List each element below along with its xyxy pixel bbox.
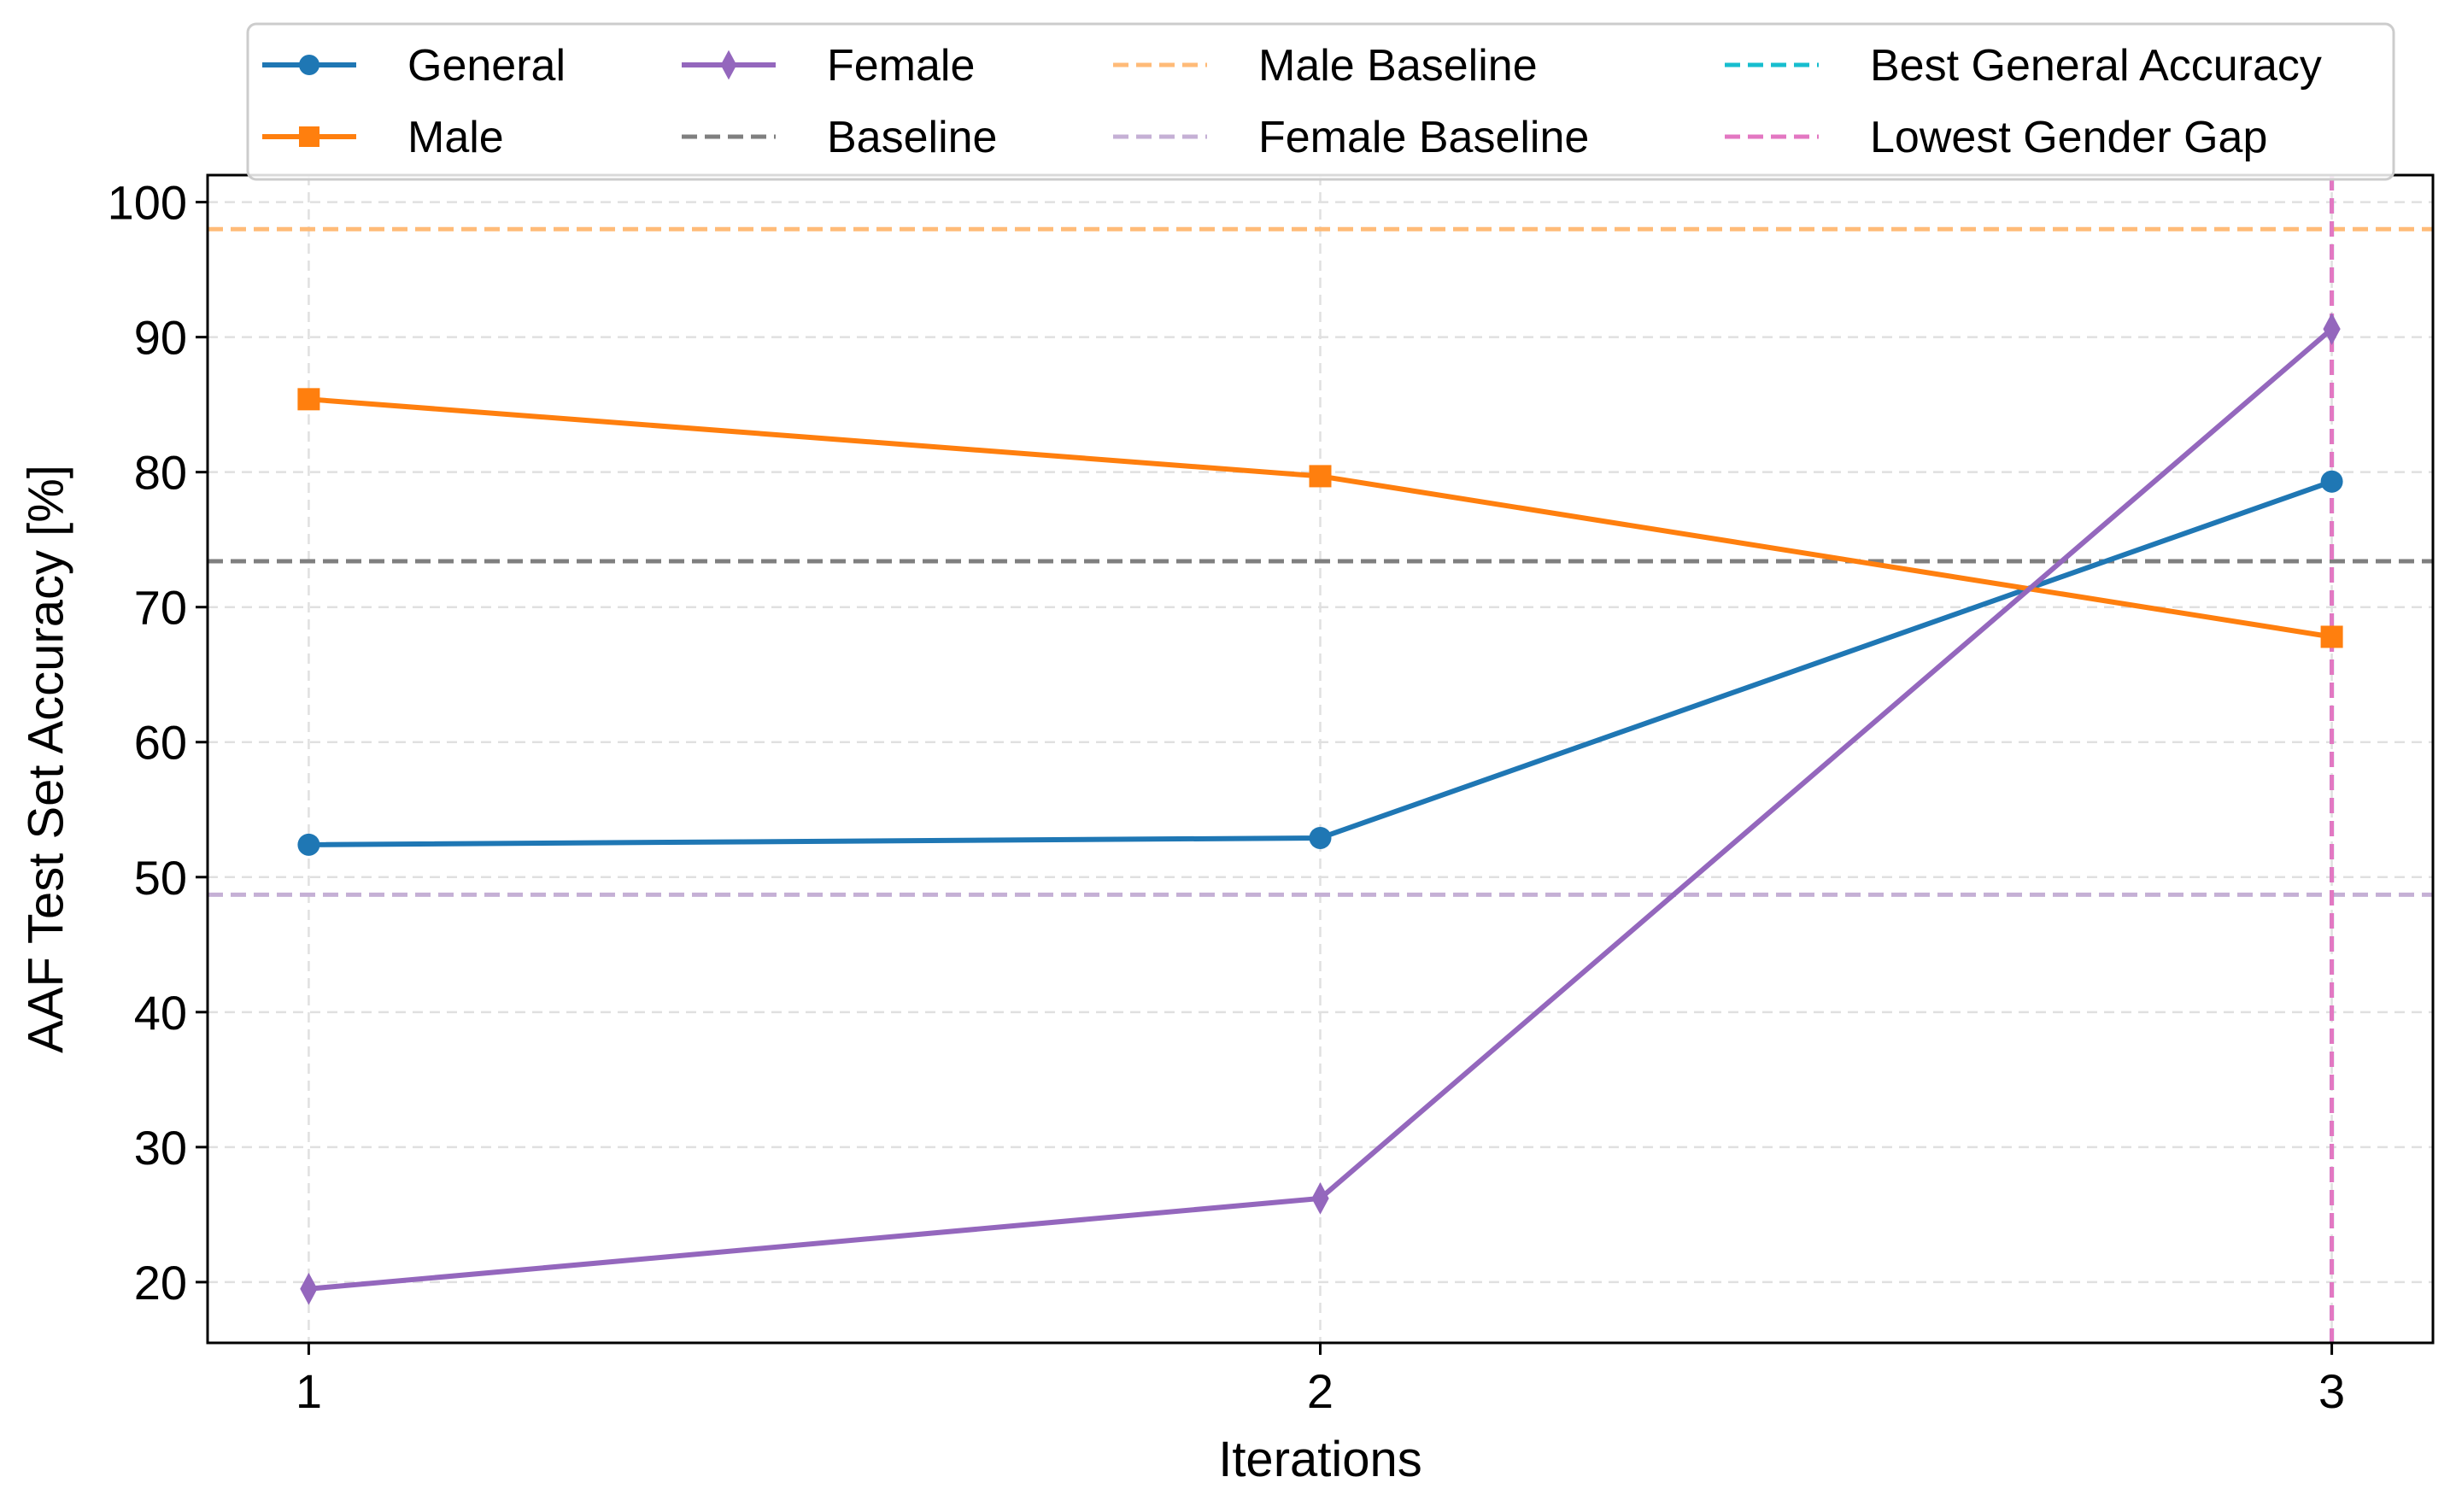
legend-marker: [720, 50, 737, 80]
x-tick-label: 1: [296, 1364, 322, 1418]
legend-item-general: General: [262, 41, 566, 91]
data-point-male: [1309, 465, 1332, 488]
legend-item-female: Female: [682, 41, 975, 91]
data-series: [297, 313, 2343, 1305]
series-male: [297, 388, 2343, 648]
y-tick-label: 50: [134, 851, 187, 905]
series-female: [300, 313, 2341, 1305]
legend-label: Lowest Gender Gap: [1870, 113, 2267, 162]
legend-label: Baseline: [827, 113, 997, 162]
data-point-male: [297, 388, 320, 411]
legend-box: [246, 22, 2395, 181]
legend-label: Male Baseline: [1258, 41, 1538, 91]
data-point-female: [1311, 1182, 1329, 1215]
legend-item-baseline: Baseline: [682, 113, 997, 162]
data-point-male: [2320, 625, 2343, 648]
legend-item-female-baseline: Female Baseline: [1113, 113, 1589, 162]
grid-lines: [208, 175, 2433, 1343]
legend-label: Female Baseline: [1258, 113, 1589, 162]
data-point-female: [2323, 313, 2341, 346]
y-tick-label: 20: [134, 1256, 187, 1310]
legend-label: Male: [407, 113, 504, 162]
data-point-general: [1309, 826, 1332, 849]
data-point-female: [300, 1272, 318, 1305]
series-general: [297, 470, 2343, 856]
legend-marker: [299, 126, 319, 147]
y-tick-label: 80: [134, 446, 187, 500]
y-tick-label: 100: [108, 176, 187, 230]
x-tick-label: 3: [2318, 1364, 2345, 1418]
data-point-general: [2320, 470, 2343, 493]
x-axis-label: Iterations: [1218, 1432, 1422, 1487]
legend-label: Female: [827, 41, 975, 91]
legend-item-best-general-accuracy: Best General Accuracy: [1725, 41, 2322, 91]
y-tick-label: 40: [134, 986, 187, 1040]
data-point-general: [297, 833, 320, 856]
y-tick-label: 30: [134, 1121, 187, 1175]
axis-ticks: 20 30 40 50 60 70 80 90 100 1 2 3: [108, 176, 2346, 1418]
y-axis-label: AAF Test Set Accuracy [%]: [18, 465, 73, 1053]
legend-item-male-baseline: Male Baseline: [1113, 41, 1538, 91]
y-tick-label: 70: [134, 581, 187, 635]
legend-label: Best General Accuracy: [1870, 41, 2322, 91]
x-tick-label: 2: [1307, 1364, 1334, 1418]
legend-item-male: Male: [262, 113, 504, 162]
y-tick-label: 60: [134, 716, 187, 770]
legend-label: General: [407, 41, 566, 91]
legend-item-lowest-gender-gap: Lowest Gender Gap: [1725, 113, 2267, 162]
legend-marker: [299, 55, 319, 75]
legend: General Male Female Baseline Male Baseline Fe…: [246, 22, 2395, 181]
y-tick-label: 90: [134, 311, 187, 365]
